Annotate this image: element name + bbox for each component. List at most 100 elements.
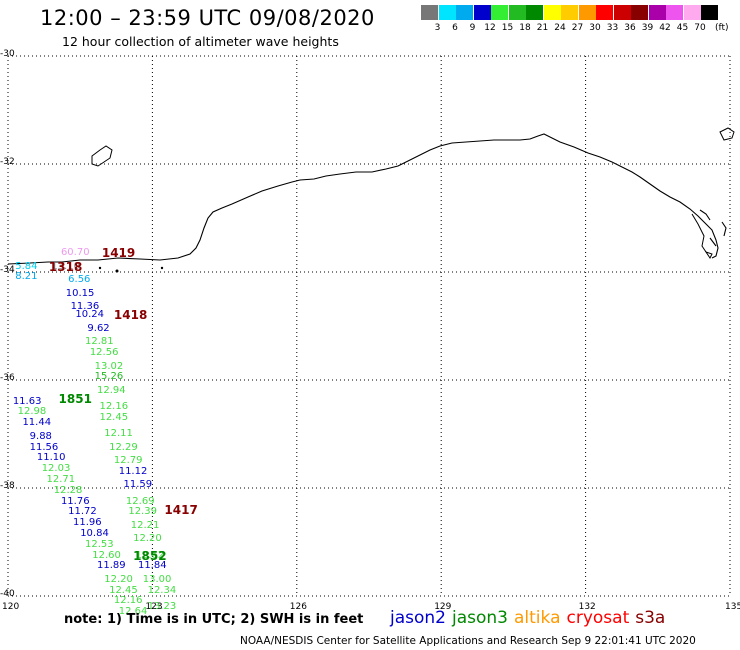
color-scale-label: 39: [641, 23, 654, 33]
wave-height-value: 11.56: [29, 441, 59, 453]
satellite-legend: jason2 jason3 altika cryosat s3a: [390, 608, 671, 628]
color-scale-swatch: [438, 5, 456, 20]
color-scale-swatch: [596, 5, 613, 20]
color-scale-label: 21: [536, 23, 549, 33]
lat-tick-label: -36: [0, 373, 15, 383]
color-scale-unit: (ft): [715, 23, 729, 33]
wave-height-value: 15.26: [94, 371, 124, 383]
islet-2: [160, 266, 164, 270]
wave-height-value: 11.12: [118, 465, 148, 477]
pass-time-label: 1318: [48, 259, 83, 274]
wave-height-value: 12.29: [109, 441, 138, 453]
wave-height-value: 12.16: [113, 595, 143, 607]
wave-height-value: 12.34: [147, 584, 177, 596]
legend-satellite-cryosat: cryosat: [566, 608, 630, 628]
color-scale-label: 36: [624, 23, 636, 33]
wave-height-value: 12.81: [85, 336, 114, 348]
wave-height-value: 12.53: [85, 538, 114, 550]
lon-tick-label: 126: [289, 602, 307, 612]
color-scale-swatch: [701, 5, 718, 20]
wave-height-value: 13.00: [142, 573, 172, 585]
color-scale-label: 12: [484, 23, 496, 33]
wave-height-value: 11.59: [123, 479, 153, 491]
wave-height-value: 12.94: [97, 384, 126, 396]
wave-height-value: 12.20: [133, 533, 162, 545]
map-grid: [7, 55, 731, 597]
wave-height-value: 12.98: [17, 406, 47, 418]
islet-3: [98, 266, 102, 270]
color-scale-label: 6: [452, 23, 458, 33]
pass-time-label: 1852: [133, 548, 167, 563]
legend-satellite-s3a: s3a: [635, 608, 666, 628]
wave-height-value: 10.15: [65, 287, 95, 299]
units-note: note: 1) Time is in UTC; 2) SWH is in fe…: [64, 612, 364, 627]
wave-height-value: 6.56: [68, 274, 91, 286]
wave-height-value: 11.84: [137, 560, 167, 572]
pass-time-label: 1851: [58, 391, 92, 406]
wave-height-value: 12.11: [104, 428, 133, 439]
wave-height-value: 11.63: [12, 395, 42, 407]
island-small: [704, 251, 713, 259]
wave-height-value: 12.56: [89, 347, 119, 358]
color-scale-label: 18: [519, 23, 531, 33]
color-scale-label: 30: [589, 23, 601, 33]
lon-tick-label: 132: [578, 602, 596, 612]
color-scale-swatch: [456, 5, 473, 20]
wave-height-value: 11.44: [22, 417, 52, 429]
wave-height-value: 12.69: [125, 495, 155, 507]
color-scale-label: 45: [676, 23, 689, 33]
color-scale-label: 42: [659, 23, 671, 33]
wave-height-value: 13.10: [51, 260, 80, 272]
wave-height-value: 12.20: [104, 573, 133, 585]
wave-height-value: 9.88: [29, 430, 52, 442]
island-kangaroo: [719, 127, 735, 141]
color-scale-label: 9: [469, 23, 476, 33]
pass-time-label: 1418: [113, 308, 148, 323]
lon-tick-label: 129: [434, 602, 452, 612]
lon-tick-label: 123: [145, 602, 163, 612]
legend-satellite-jason2: jason2: [390, 608, 446, 628]
color-scale-label: 33: [606, 23, 619, 33]
wave-height-value: 11.96: [72, 517, 102, 529]
color-scale-label: 70: [694, 23, 706, 33]
color-scale-label: 15: [501, 23, 514, 33]
wave-height-value: 11.10: [36, 452, 66, 464]
color-scale-swatch: [666, 5, 683, 20]
color-scale-swatch: [561, 5, 578, 20]
map-subtitle: 12 hour collection of altimeter wave hei…: [62, 34, 339, 49]
lon-tick-label: 135: [725, 602, 740, 612]
wave-height-value: 12.62: [135, 549, 165, 561]
wave-height-value: 10.84: [80, 527, 109, 539]
wave-height-value: 12.21: [130, 519, 160, 531]
color-scale-swatch: [613, 5, 631, 20]
wave-height-value: 12.64: [118, 606, 148, 618]
lat-tick-label: -38: [0, 481, 15, 491]
wave-height-value: 9.62: [87, 322, 110, 334]
lon-tick-label: 120: [2, 602, 20, 612]
map-title: 12:00 – 23:59 UTC 09/08/2020: [40, 6, 375, 30]
color-scale-swatch: [578, 5, 596, 20]
wave-height-value: 11.36: [70, 301, 100, 313]
wave-height-value: 12.79: [113, 455, 143, 466]
wave-height-value: 13.23: [147, 600, 177, 612]
wave-height-value: 12.45: [109, 584, 138, 596]
legend-satellite-jason3: jason3: [452, 608, 508, 628]
wave-height-value: 10.24: [75, 309, 105, 321]
wave-height-value: 11.72: [68, 506, 97, 518]
wave-height-value: 12.71: [46, 473, 76, 485]
coastline-south-australia: [7, 133, 727, 265]
wave-height-value: 12.16: [99, 401, 129, 412]
wave-height-value: 12.45: [99, 411, 129, 423]
color-scale-swatch: [508, 5, 526, 20]
color-scale-swatch: [648, 5, 666, 20]
wave-height-value: 13.02: [94, 360, 124, 372]
lat-tick-label: -40: [0, 589, 15, 599]
coastline-spencer-gulf: [691, 213, 707, 253]
wave-height-value: 8.21: [15, 271, 38, 283]
wave-height-value: 11.76: [60, 495, 90, 507]
pass-time-label: 1417: [164, 502, 198, 517]
islet-1: [115, 269, 119, 273]
color-scale-swatch: [421, 5, 438, 20]
color-scale-swatch: [473, 5, 491, 20]
